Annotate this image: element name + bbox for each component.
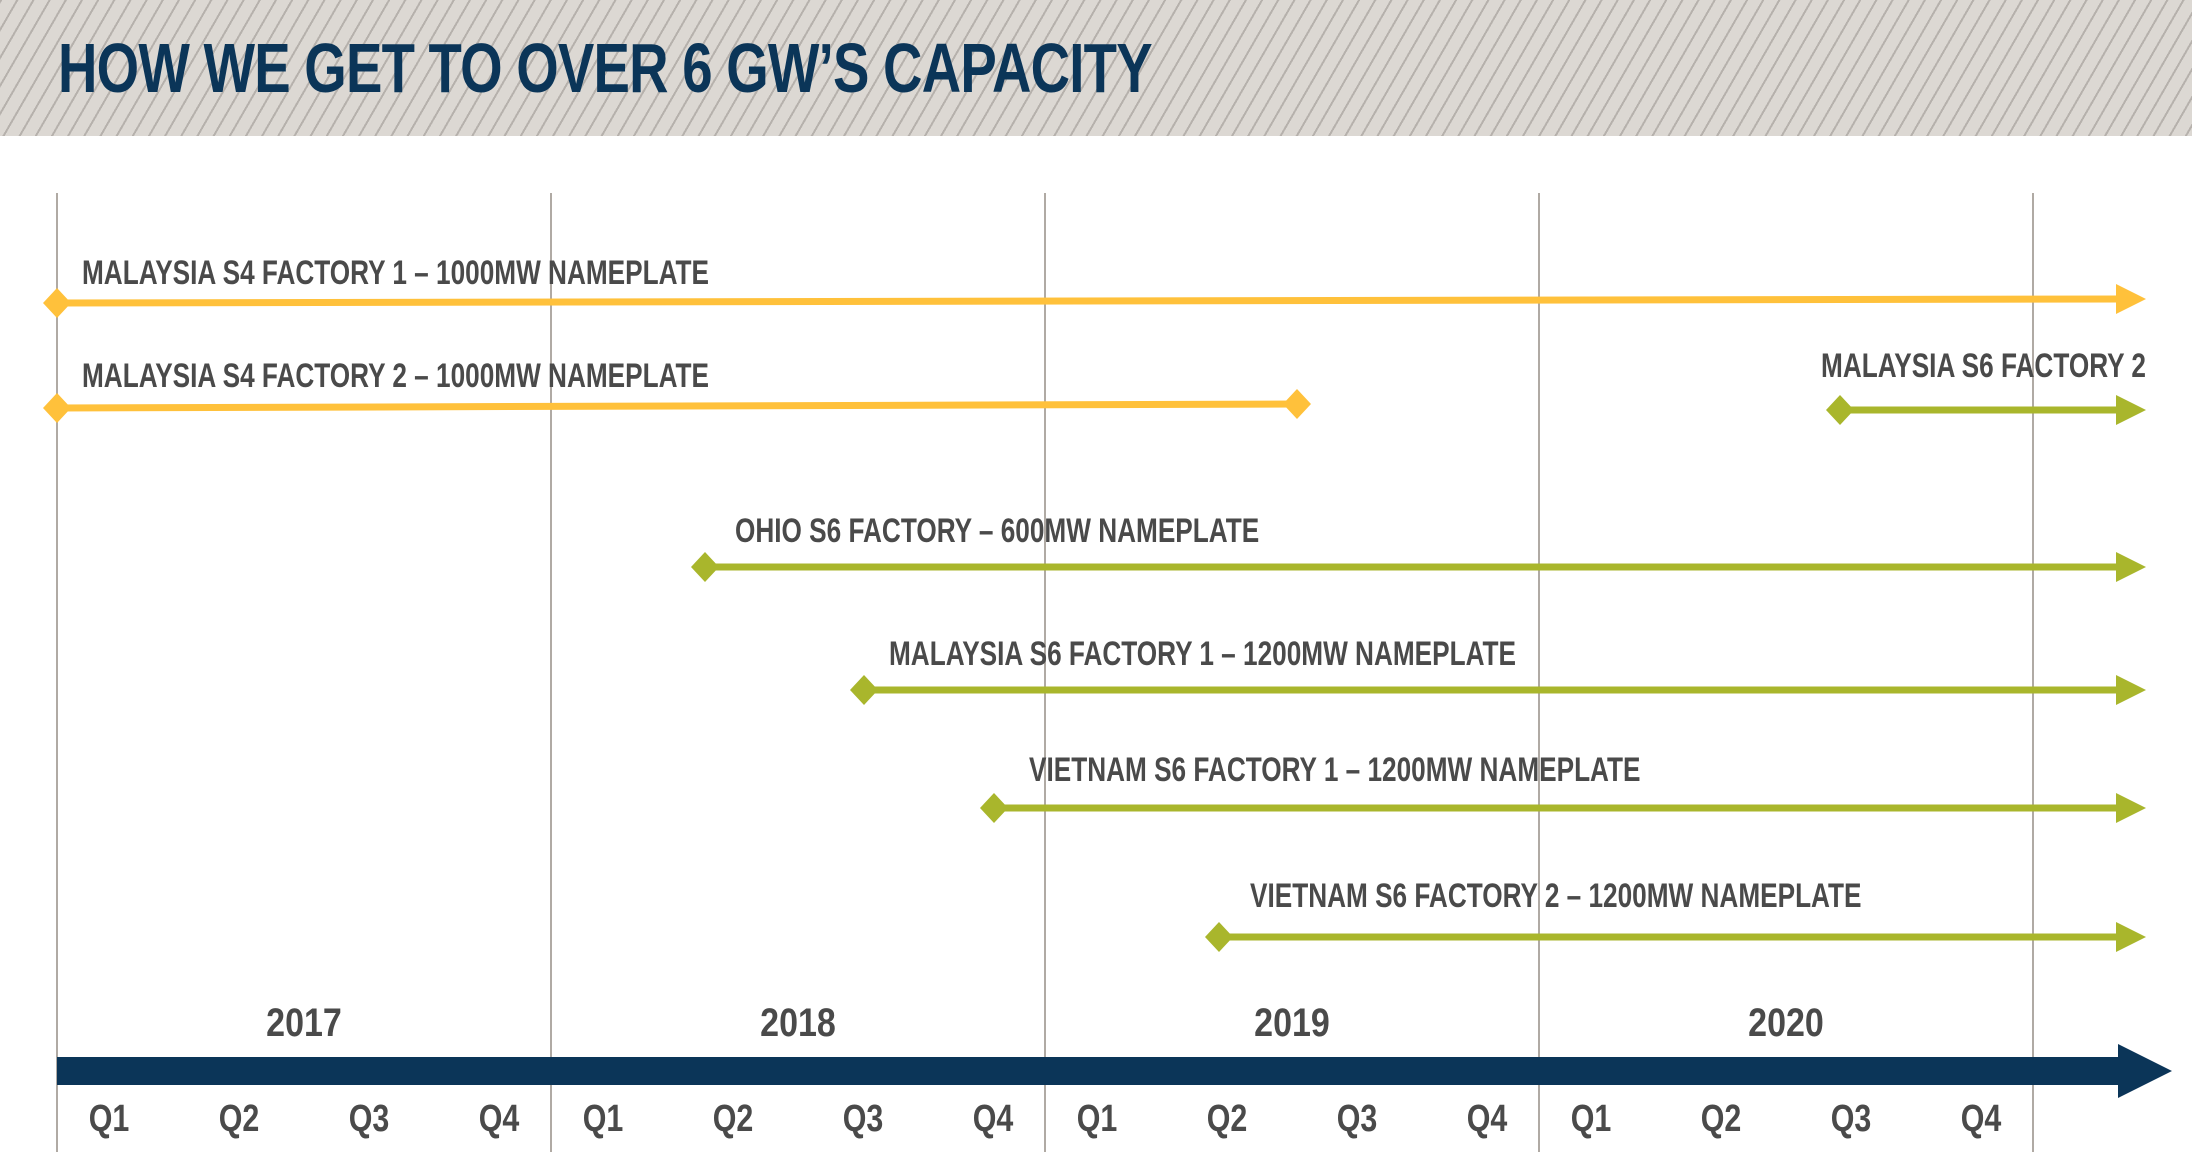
start-diamond-icon [43, 288, 71, 318]
arrowhead-icon [2116, 395, 2146, 425]
start-diamond-icon [850, 675, 878, 705]
quarter-label: Q4 [1466, 1098, 1508, 1140]
quarter-label: Q2 [1206, 1098, 1248, 1140]
quarter-label: Q1 [582, 1098, 624, 1140]
quarter-label: Q2 [1700, 1098, 1742, 1140]
arrowhead-icon [2116, 675, 2146, 705]
start-diamond-icon [1826, 395, 1854, 425]
header-band: HOW WE GET TO OVER 6 GW’S CAPACITY [0, 0, 2192, 136]
quarter-label: Q1 [1076, 1098, 1118, 1140]
start-diamond-icon [43, 393, 71, 423]
factory-label: OHIO S6 FACTORY – 600MW NAMEPLATE [735, 512, 1260, 550]
start-diamond-icon [1205, 922, 1233, 952]
year-label: 2019 [1254, 1001, 1330, 1045]
quarter-label: Q3 [348, 1098, 390, 1140]
arrowhead-icon [2116, 922, 2146, 952]
factory-label: VIETNAM S6 FACTORY 2 – 1200MW NAMEPLATE [1250, 877, 1862, 915]
start-diamond-icon [691, 552, 719, 582]
factory-label: VIETNAM S6 FACTORY 1 – 1200MW NAMEPLATE [1029, 751, 1641, 789]
arrowhead-icon [2116, 793, 2146, 823]
quarter-label: Q1 [1570, 1098, 1612, 1140]
factory-bar [56, 295, 2127, 307]
quarter-label: Q3 [1830, 1098, 1872, 1140]
quarter-label: Q3 [842, 1098, 884, 1140]
factory-label: MALAYSIA S6 FACTORY 1 – 1200MW NAMEPLATE [889, 635, 1517, 673]
start-diamond-icon [980, 793, 1008, 823]
year-label: 2018 [760, 1001, 836, 1045]
quarter-label: Q2 [712, 1098, 754, 1140]
quarter-label: Q4 [478, 1098, 520, 1140]
end-diamond-icon [1283, 389, 1311, 419]
page-title: HOW WE GET TO OVER 6 GW’S CAPACITY [58, 29, 1153, 107]
factory-label: MALAYSIA S4 FACTORY 1 – 1000MW NAMEPLATE [82, 254, 710, 292]
quarter-label: Q2 [218, 1098, 260, 1140]
axis-bar [57, 1057, 2127, 1085]
arrowhead-icon [2116, 552, 2146, 582]
axis-arrowhead-icon [2118, 1044, 2172, 1098]
factory-bar [56, 400, 1298, 412]
year-label: 2020 [1748, 1001, 1824, 1045]
quarter-label: Q3 [1336, 1098, 1378, 1140]
year-label: 2017 [266, 1001, 342, 1045]
quarter-label: Q4 [1960, 1098, 2002, 1140]
arrowhead-icon [2116, 284, 2146, 314]
quarter-label: Q1 [88, 1098, 130, 1140]
quarter-label: Q4 [972, 1098, 1014, 1140]
factory-label: MALAYSIA S4 FACTORY 2 – 1000MW NAMEPLATE [82, 357, 710, 395]
factory-label: MALAYSIA S6 FACTORY 2 [1821, 347, 2146, 385]
